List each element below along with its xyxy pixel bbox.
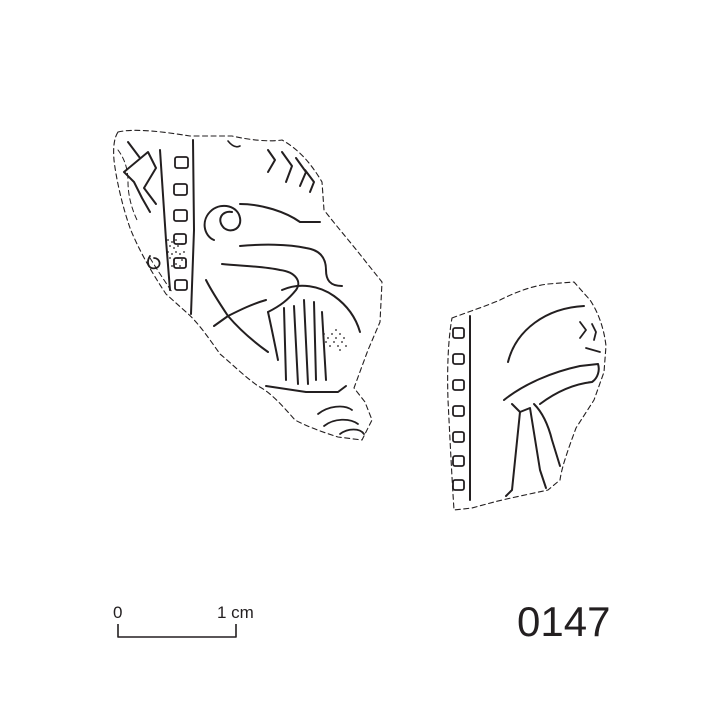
base-motif <box>265 385 347 393</box>
border-line-inner <box>190 139 195 315</box>
right-fragment-outline <box>447 281 607 511</box>
branch-motif <box>205 279 269 353</box>
left-fragment-outline <box>113 129 383 441</box>
animal-head-contour <box>239 243 343 287</box>
bottom-scroll-motif <box>317 405 365 435</box>
parallel-legs <box>267 299 327 385</box>
right-animal-legs <box>505 403 561 497</box>
right-fragment <box>447 281 607 511</box>
top-small-curve <box>227 140 241 148</box>
border-squares <box>173 156 189 291</box>
scale-end-label: 1 cm <box>217 603 254 622</box>
right-marks-motif <box>579 321 601 353</box>
chevron-motif <box>267 149 315 193</box>
spiral-crest <box>203 203 321 241</box>
scale-start-label: 0 <box>113 603 123 622</box>
stippling <box>167 239 347 351</box>
small-curl-motif <box>147 255 161 270</box>
right-border-squares <box>452 327 465 491</box>
right-animal-contour <box>503 363 600 405</box>
right-arc-motif <box>507 305 585 363</box>
animal-body-contour <box>281 284 361 333</box>
zigzag-motif <box>123 141 157 213</box>
scale-bar <box>117 624 237 638</box>
catalogue-number: 0147 <box>517 598 611 645</box>
border-line-outer <box>159 149 171 291</box>
animal-neck-contour <box>221 263 300 313</box>
left-fragment <box>113 129 383 441</box>
